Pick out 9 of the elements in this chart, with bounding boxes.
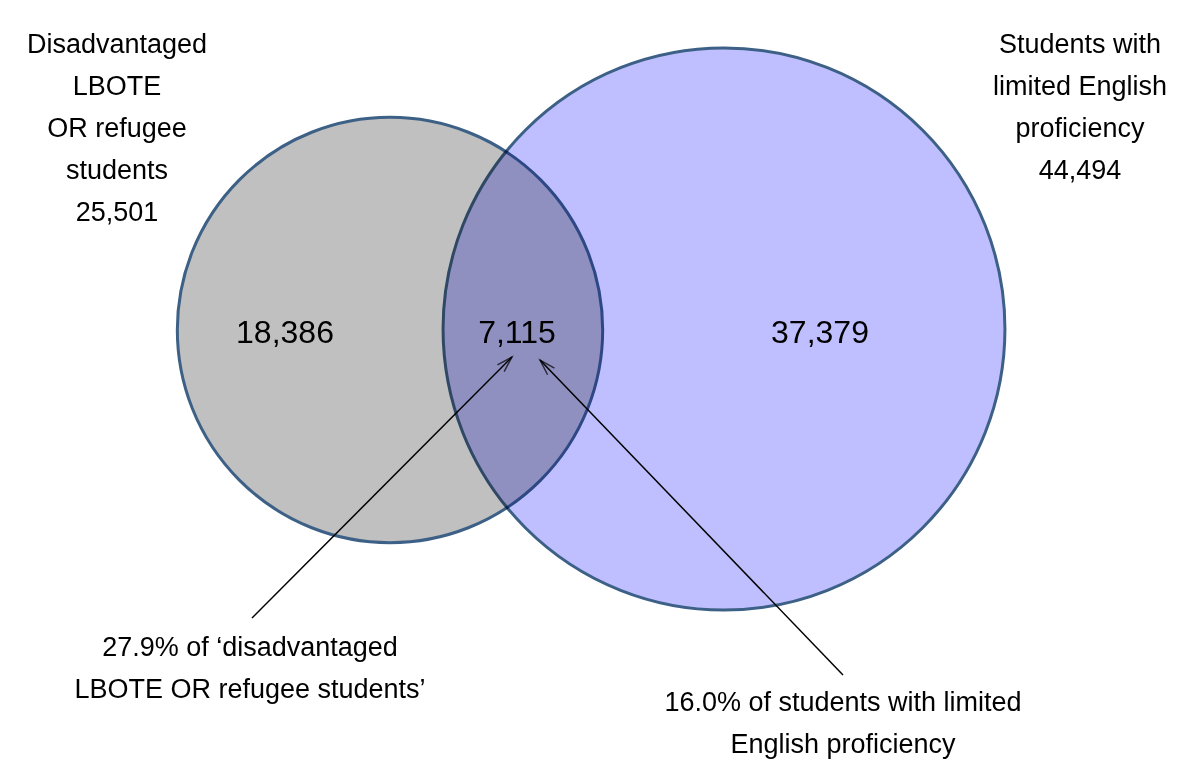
category-label: Disadvantaged LBOTE OR refugee students <box>26 29 208 185</box>
data-label: 44,494 <box>1038 155 1122 185</box>
text: 27.9% of ‘disadvantaged LBOTE OR refugee students’ <box>74 632 426 704</box>
text: 16.0% of students with limited English proficiency <box>664 687 1022 759</box>
category-label: Students with limited English proficiency <box>992 29 1168 143</box>
text: 7,115 <box>478 314 556 350</box>
text: 37,379 <box>771 314 869 350</box>
text: 18,386 <box>236 314 334 350</box>
data-label: 25,501 <box>75 197 159 227</box>
